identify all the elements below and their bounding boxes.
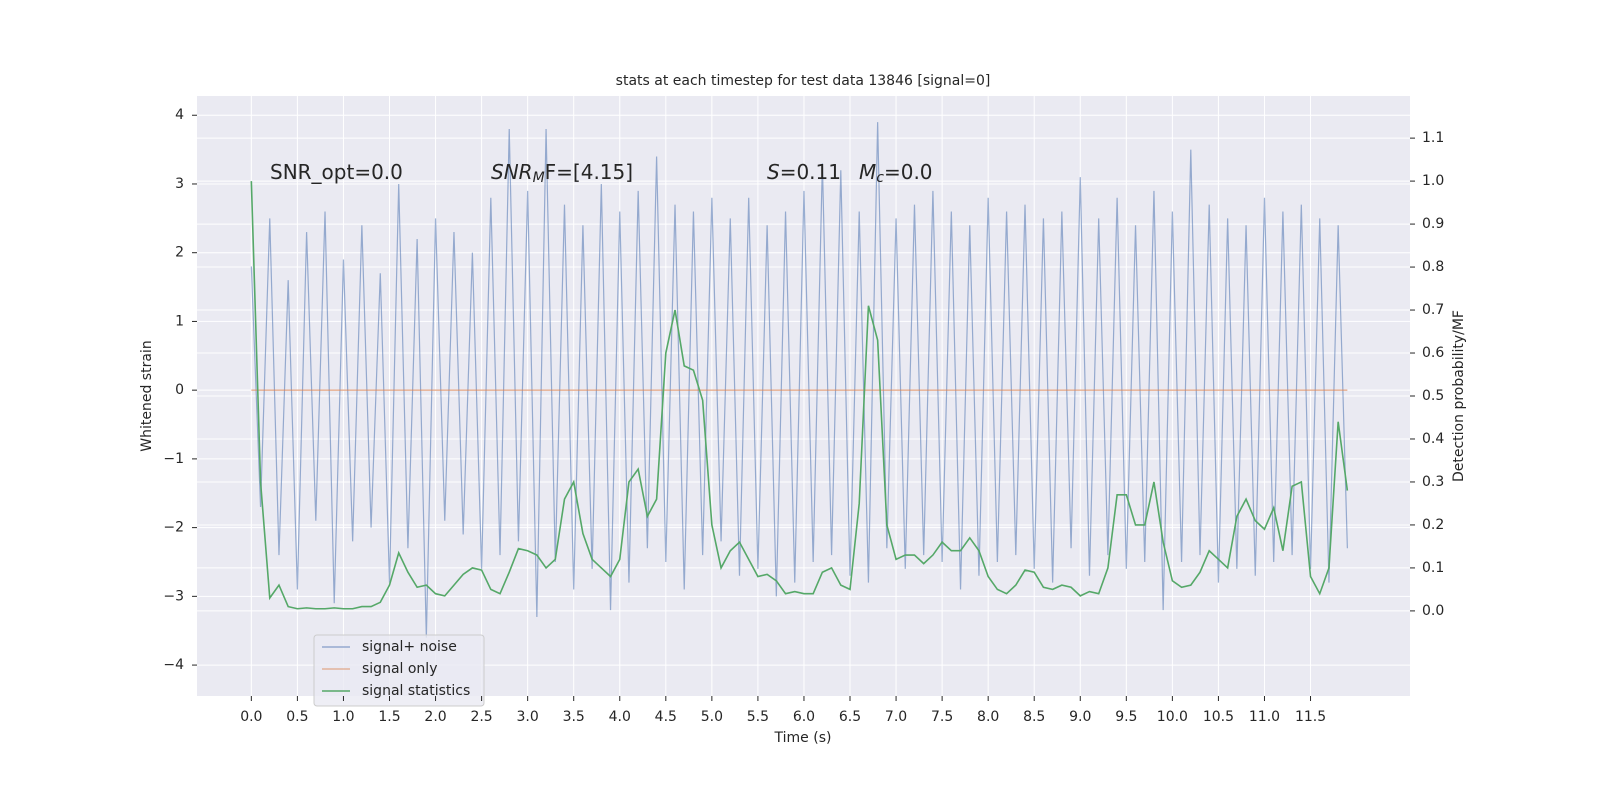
y-tick-label: 1 (175, 313, 184, 329)
annotation: SNR_opt=0.0 (270, 160, 403, 184)
annotation-part: =0.11 (780, 160, 841, 184)
x-tick-label: 9.0 (1069, 709, 1091, 725)
annotation-part: c (876, 170, 884, 186)
x-tick-label: 10.0 (1157, 709, 1188, 725)
x-tick-label: 6.0 (793, 709, 815, 725)
chart-title: stats at each timestep for test data 138… (616, 73, 991, 89)
y2-tick-label: 0.9 (1422, 216, 1444, 232)
annotation-part: =0.0 (884, 160, 933, 184)
y2-axis-label: Detection probability/MF (1451, 310, 1467, 482)
x-tick-label: 1.5 (378, 709, 400, 725)
x-tick-label: 0.0 (240, 709, 262, 725)
series-line (250, 181, 1349, 610)
x-tick-label: 5.5 (747, 709, 769, 725)
legend-label: signal only (362, 661, 437, 677)
y2-tick-label: 0.2 (1422, 517, 1444, 533)
y2-tick-label: 0.3 (1422, 474, 1444, 490)
annotation: Mc=0.0 (859, 160, 933, 187)
x-tick-label: 8.0 (977, 709, 999, 725)
x-tick-label: 2.0 (424, 709, 446, 725)
annotation-part: F=[4.15] (545, 160, 633, 184)
x-tick-label: 0.5 (286, 709, 308, 725)
y2-tick-label: 1.1 (1422, 130, 1444, 146)
x-tick-label: 8.5 (1023, 709, 1045, 725)
y-tick-label: −4 (163, 657, 184, 673)
x-tick-label: 6.5 (839, 709, 861, 725)
x-tick-label: 2.5 (470, 709, 492, 725)
y-tick-label: 0 (175, 382, 184, 398)
x-tick-label: 3.5 (563, 709, 585, 725)
y-tick-label: −3 (163, 588, 184, 604)
legend-label: signal+ noise (362, 639, 457, 655)
x-tick-label: 10.5 (1203, 709, 1234, 725)
x-tick-label: 4.0 (609, 709, 631, 725)
x-tick-label: 7.5 (931, 709, 953, 725)
series-line (250, 122, 1348, 638)
x-tick-label: 3.0 (517, 709, 539, 725)
x-tick-label: 5.0 (701, 709, 723, 725)
x-tick-label: 11.5 (1295, 709, 1326, 725)
x-tick-label: 7.0 (885, 709, 907, 725)
y2-tick-label: 0.6 (1422, 345, 1444, 361)
y2-tick-label: 1.0 (1422, 173, 1444, 189)
annotation: SNRMF=[4.15] (491, 160, 633, 187)
legend-label: signal statistics (362, 683, 470, 699)
y-axis-label: Whitened strain (139, 340, 155, 451)
y-tick-label: 3 (175, 176, 184, 192)
series-group (250, 122, 1349, 638)
y-tick-label: −1 (163, 451, 184, 467)
y2-tick-label: 0.5 (1422, 388, 1444, 404)
x-tick-label: 11.0 (1249, 709, 1280, 725)
y2-tick-label: 0.7 (1422, 302, 1444, 318)
annotation-part: M (859, 160, 876, 184)
x-tick-label: 9.5 (1115, 709, 1137, 725)
x-tick-label: 4.5 (655, 709, 677, 725)
legend-box (313, 634, 485, 707)
annotation-part: S (767, 160, 780, 184)
y2-tick-label: 0.4 (1422, 431, 1444, 447)
x-tick-label: 1.0 (332, 709, 354, 725)
legend: signal+ noise signal only signal statistic… (313, 634, 485, 707)
annotation-part: SNR_opt=0.0 (270, 160, 403, 184)
y2-tick-label: 0.8 (1422, 259, 1444, 275)
annotation-part: SNR (491, 160, 533, 184)
x-axis-label: Time (s) (774, 730, 832, 746)
y-tick-label: 2 (175, 245, 184, 261)
y2-tick-label: 0.0 (1422, 603, 1444, 619)
annotation: S=0.11 (767, 160, 841, 184)
y-tick-label: −2 (163, 520, 184, 536)
y-tick-label: 4 (175, 107, 184, 123)
annotation-part: M (533, 170, 545, 186)
annotations: SNR_opt=0.0 SNRMF=[4.15] S=0.11 Mc=0.0 (270, 160, 933, 187)
y2-tick-label: 0.1 (1422, 560, 1444, 576)
